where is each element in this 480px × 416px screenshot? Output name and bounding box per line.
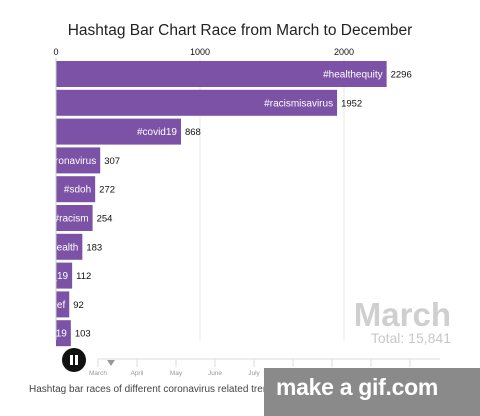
value-label: 112 [76,271,91,282]
value-label: 307 [104,156,120,167]
bar-label: oronavirus [50,156,97,167]
value-label: 868 [185,127,201,138]
value-label: 103 [75,329,91,340]
x-tick-label: 0 [53,47,58,57]
bar-label: _19 [50,271,68,282]
x-tick-label: 2000 [334,47,354,57]
bar-label: #racism [54,214,89,225]
bar [56,61,387,87]
bar [56,176,96,203]
timeline-month-label: March [89,370,107,377]
value-label: 183 [86,242,102,253]
value-label: 1952 [341,98,362,109]
pause-button[interactable] [62,348,86,372]
bar-label: #sdoh [64,185,91,196]
watermark-box [264,368,480,416]
bar-label: -19 [52,329,67,340]
timeline-month-label: May [170,370,183,377]
left-mask [0,58,55,348]
bar-label: #racismisavirus [264,98,333,109]
value-label: 92 [73,300,84,311]
x-tick-label: 1000 [190,47,210,57]
bar [56,262,73,289]
total-label: Total: 15,841 [371,330,451,346]
caption: Hashtag bar races of different coronavir… [29,384,296,395]
timeline-month-label: July [248,370,260,377]
bar-label: ief [55,300,66,311]
bar [56,147,101,174]
value-label: 2296 [391,70,412,81]
pause-icon-bar [75,355,78,365]
bar-label: health [51,242,78,253]
bar [56,89,338,116]
chart-title: Hashtag Bar Chart Race from March to Dec… [67,22,413,39]
pause-icon [70,355,73,365]
value-label: 272 [99,185,115,196]
bar [56,233,83,260]
timeline-month-label: April [130,370,144,377]
bar [56,320,71,347]
bar [56,118,181,145]
bar [56,205,93,231]
timeline-month-label: June [208,370,222,377]
period-label: March [354,296,451,333]
bar-label: #healthequity [323,70,383,81]
watermark: make a gif.com [276,374,438,400]
bar [56,291,70,318]
value-label: 254 [97,214,113,225]
timeline-marker-icon [107,360,115,366]
bar-label: #covid19 [137,127,177,138]
